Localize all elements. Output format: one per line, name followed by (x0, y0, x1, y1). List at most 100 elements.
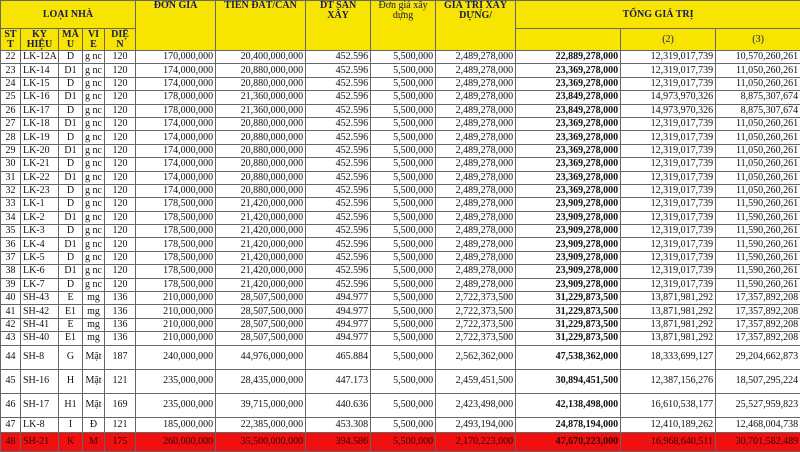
table-cell: LK-8 (21, 417, 59, 432)
table-cell: SH-17 (21, 393, 59, 417)
table-cell: 14,973,970,326 (621, 91, 716, 104)
table-cell: 2,489,278,000 (436, 117, 516, 130)
table-cell: 44 (1, 345, 21, 369)
table-cell: 452.596 (306, 211, 371, 224)
table-cell: 5,500,000 (371, 171, 436, 184)
table-cell: D1 (59, 144, 83, 157)
table-cell: 2,722,373,500 (436, 305, 516, 318)
table-cell: 174,000,000 (136, 64, 216, 77)
table-cell: LK-21 (21, 158, 59, 171)
table-cell: 120 (105, 91, 136, 104)
table-cell: 30 (1, 158, 21, 171)
table-cell: 5,500,000 (371, 345, 436, 369)
table-cell: 210,000,000 (136, 332, 216, 345)
header-cell: ĐƠN GIÁ (136, 1, 216, 51)
table-cell: 22,889,278,000 (516, 51, 621, 64)
table-cell: 31,229,873,500 (516, 292, 621, 305)
table-cell: 174,000,000 (136, 158, 216, 171)
table-cell: D1 (59, 238, 83, 251)
table-cell: 24 (1, 77, 21, 90)
table-cell: 47,670,223,000 (516, 432, 621, 451)
table-cell: 11,050,260,261 (716, 64, 800, 77)
table-cell: D1 (59, 117, 83, 130)
table-cell: 178,000,000 (136, 91, 216, 104)
table-cell: g nc (83, 51, 105, 64)
table-cell: D1 (59, 91, 83, 104)
table-cell: 20,880,000,000 (216, 144, 306, 157)
table-cell: E (59, 292, 83, 305)
table-cell: 20,880,000,000 (216, 77, 306, 90)
table-cell: 2,722,373,500 (436, 292, 516, 305)
table-cell: 2,489,278,000 (436, 91, 516, 104)
table-cell: 11,050,260,261 (716, 184, 800, 197)
table-cell: 210,000,000 (136, 305, 216, 318)
header-cell: DIỆ N (105, 29, 136, 51)
table-cell: 440.636 (306, 393, 371, 417)
table-cell: 178,500,000 (136, 238, 216, 251)
table-cell: 120 (105, 158, 136, 171)
table-cell: H1 (59, 393, 83, 417)
table-cell: 2,489,278,000 (436, 251, 516, 264)
table-cell: 23,369,278,000 (516, 64, 621, 77)
table-cell: 452.596 (306, 117, 371, 130)
table-cell: 5,500,000 (371, 64, 436, 77)
table-cell: 31,229,873,500 (516, 318, 621, 331)
table-cell: 5,500,000 (371, 265, 436, 278)
table-cell: 22,385,000,000 (216, 417, 306, 432)
table-cell: 17,357,892,208 (716, 332, 800, 345)
table-cell: 25 (1, 91, 21, 104)
table-cell: 5,500,000 (371, 332, 436, 345)
table-cell: 120 (105, 251, 136, 264)
table-cell: 2,489,278,000 (436, 64, 516, 77)
table-cell: 47 (1, 417, 21, 432)
table-cell: 2,489,278,000 (436, 238, 516, 251)
table-cell: g nc (83, 265, 105, 278)
table-cell: 46 (1, 393, 21, 417)
table-cell: 11,590,260,261 (716, 251, 800, 264)
table-cell: 31,229,873,500 (516, 332, 621, 345)
table-cell: I (59, 417, 83, 432)
table-cell: LK-22 (21, 171, 59, 184)
table-cell: g nc (83, 104, 105, 117)
table-cell: 452.596 (306, 265, 371, 278)
table-cell: 23,369,278,000 (516, 158, 621, 171)
table-cell: 12,319,017,739 (621, 77, 716, 90)
table-cell: g nc (83, 225, 105, 238)
table-cell: 178,500,000 (136, 225, 216, 238)
table-cell: 12,319,017,739 (621, 158, 716, 171)
table-cell: 11,050,260,261 (716, 144, 800, 157)
table-cell: 5,500,000 (371, 104, 436, 117)
table-cell: 13,871,981,292 (621, 332, 716, 345)
table-cell: 5,500,000 (371, 292, 436, 305)
table-cell: 5,500,000 (371, 393, 436, 417)
table-cell: 12,319,017,739 (621, 251, 716, 264)
table-cell: 21,420,000,000 (216, 265, 306, 278)
table-cell: 494.977 (306, 318, 371, 331)
table-cell: 12,319,017,739 (621, 144, 716, 157)
table-cell: 37 (1, 251, 21, 264)
header-cell: DT SÀN XÂY (306, 1, 371, 51)
table-cell: 452.596 (306, 64, 371, 77)
table-cell: 136 (105, 318, 136, 331)
table-cell: 452.596 (306, 158, 371, 171)
table-cell: 18,333,699,127 (621, 345, 716, 369)
table-cell: 120 (105, 117, 136, 130)
header-cell: TIỀN ĐẤT/CĂN (216, 1, 306, 51)
table-cell: 235,000,000 (136, 393, 216, 417)
table-cell: LK-1 (21, 198, 59, 211)
table-cell: 120 (105, 211, 136, 224)
table-cell: 5,500,000 (371, 238, 436, 251)
table-cell: LK-23 (21, 184, 59, 197)
table-cell: 29,204,662,873 (716, 345, 800, 369)
table-cell: 34 (1, 211, 21, 224)
table-cell: 465.884 (306, 345, 371, 369)
